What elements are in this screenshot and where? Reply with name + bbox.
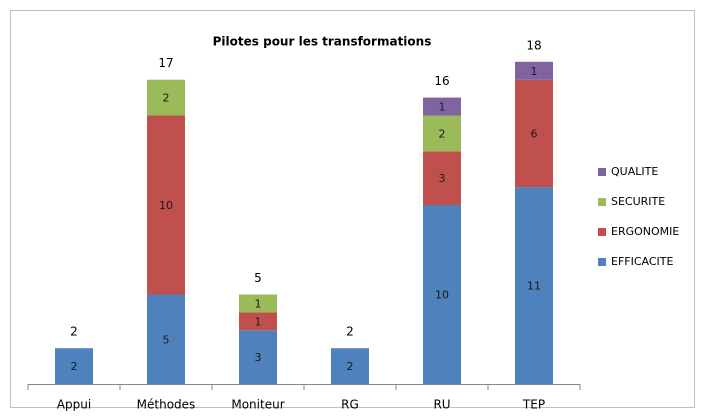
x-tick-label: TEP <box>522 398 545 412</box>
segment-label: 6 <box>531 127 538 140</box>
segment-label: 10 <box>159 199 173 212</box>
bar-segment <box>147 79 185 116</box>
total-label: 5 <box>254 271 262 285</box>
segment-label: 3 <box>255 351 262 364</box>
segment-label: 1 <box>439 101 446 114</box>
legend-swatch <box>598 258 606 266</box>
bar-segment <box>515 61 553 80</box>
bar-segment <box>239 312 277 331</box>
segment-label: 1 <box>255 315 262 328</box>
chart-border <box>10 10 695 408</box>
segment-label: 2 <box>163 92 170 105</box>
bar-segment <box>423 115 461 152</box>
total-label: 2 <box>70 325 78 339</box>
legend-label: SECURITE <box>611 195 665 208</box>
bar-segment <box>55 348 93 384</box>
bar-segment <box>515 187 553 384</box>
bar-segment <box>423 151 461 205</box>
x-tick-label: Moniteur <box>231 398 284 412</box>
legend-swatch <box>598 228 606 236</box>
x-tick-label: RG <box>341 398 359 412</box>
bar-segment <box>239 330 277 384</box>
segment-label: 11 <box>527 280 541 293</box>
bar-segment <box>423 205 461 384</box>
bar-segment <box>239 294 277 313</box>
segment-label: 1 <box>255 297 262 310</box>
legend-label: ERGONOMIE <box>611 225 679 238</box>
bar-segment <box>147 294 185 384</box>
bar-segment <box>423 97 461 116</box>
total-label: 16 <box>434 74 449 88</box>
legend-swatch <box>598 168 606 176</box>
chart-title: Pilotes pour les transformations <box>213 35 432 49</box>
bar-segment <box>147 115 185 295</box>
segment-label: 2 <box>347 360 354 373</box>
total-label: 17 <box>158 56 173 70</box>
total-label: 18 <box>526 38 541 52</box>
legend-swatch <box>598 198 606 206</box>
bar-segment <box>331 348 369 384</box>
x-tick-label: Appui <box>57 398 91 412</box>
segment-label: 10 <box>435 289 449 302</box>
bar-segment <box>515 79 553 188</box>
segment-label: 3 <box>439 172 446 185</box>
segment-label: 1 <box>531 65 538 78</box>
legend-label: EFFICACITE <box>611 255 674 268</box>
x-tick-label: RU <box>433 398 450 412</box>
segment-label: 5 <box>163 333 170 346</box>
segment-label: 2 <box>439 127 446 140</box>
segment-label: 2 <box>71 360 78 373</box>
x-tick-label: Méthodes <box>137 398 196 412</box>
legend-label: QUALITE <box>611 165 658 178</box>
total-label: 2 <box>346 325 354 339</box>
